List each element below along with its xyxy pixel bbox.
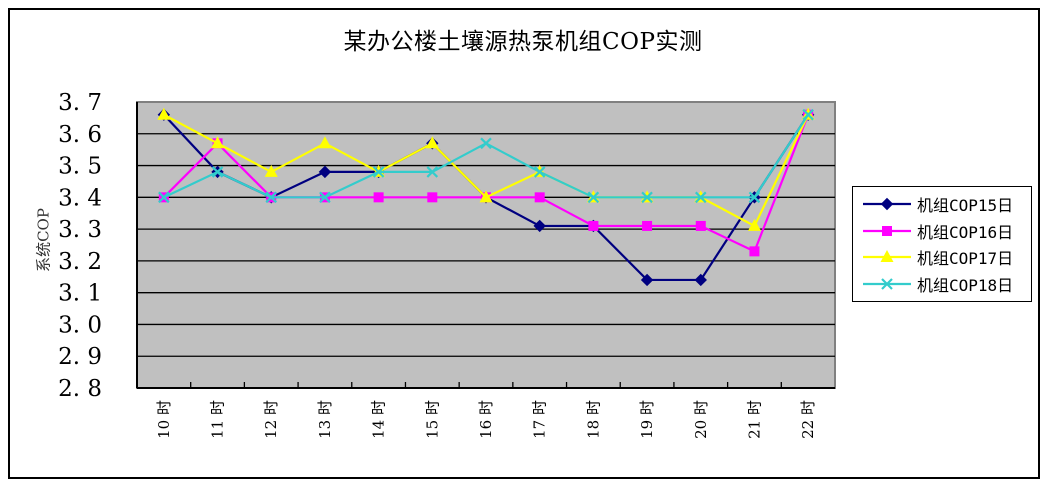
x-marker <box>587 191 600 204</box>
y-tick-label: 3. 1 <box>58 281 102 307</box>
x-marker <box>480 137 492 150</box>
triangle-marker <box>211 136 225 149</box>
series-机组COP18日 <box>158 108 814 204</box>
square-marker <box>695 220 706 231</box>
x-tick-label: 11 时 <box>209 400 227 439</box>
x-tick-label: 17 时 <box>531 400 549 439</box>
diamond-marker <box>533 219 546 233</box>
legend-item-cop18: 机组COP18日 <box>861 271 1031 298</box>
triangle-marker <box>264 164 278 177</box>
legend-label: 机组COP16日 <box>917 222 1014 242</box>
x-marker <box>748 191 761 204</box>
y-tick-label: 3. 4 <box>58 185 102 211</box>
x-axis-tick-labels: 10 时 11 时 12 时 13 时 14 时 15 时 16 时 17 时 18 时 19 时… <box>155 400 817 439</box>
x-marker <box>158 191 170 204</box>
legend-triangle-marker-icon <box>863 250 911 263</box>
x-marker <box>372 166 385 178</box>
y-tick-label: 2. 9 <box>58 344 102 370</box>
x-tick-label: 10 时 <box>155 400 173 439</box>
legend-x-marker-icon <box>863 277 911 290</box>
x-marker <box>641 191 653 204</box>
square-marker <box>427 192 438 203</box>
chart-title: 某办公楼土壤源热泵机组COP实测 <box>343 29 703 55</box>
square-marker <box>373 192 384 203</box>
square-marker <box>882 225 892 236</box>
x-marker <box>426 166 439 178</box>
y-tick-label: 3. 5 <box>58 154 102 180</box>
legend-diamond-marker-icon <box>863 198 911 211</box>
y-tick-label: 3. 7 <box>58 90 102 116</box>
x-tick-label: 15 时 <box>423 400 441 439</box>
y-tick-label: 3. 0 <box>58 312 102 338</box>
x-tick-label: 22 时 <box>799 400 817 439</box>
legend-item-cop15: 机组COP15日 <box>861 191 1031 218</box>
triangle-marker <box>479 190 493 203</box>
series-lines <box>157 107 815 287</box>
diamond-marker <box>640 273 654 287</box>
x-marker <box>533 166 546 178</box>
x-marker <box>265 191 278 204</box>
legend-item-cop16: 机组COP16日 <box>861 218 1031 245</box>
legend-item-cop17: 机组COP17日 <box>861 244 1031 271</box>
x-marker <box>881 277 893 290</box>
x-marker <box>211 166 224 178</box>
square-marker <box>749 246 760 257</box>
triangle-marker <box>880 250 894 263</box>
y-tick-label: 3. 2 <box>58 249 102 275</box>
legend-label: 机组COP15日 <box>917 196 1014 216</box>
diamond-marker <box>694 273 707 287</box>
y-tick-label: 3. 6 <box>58 122 102 148</box>
x-tick-label: 14 时 <box>370 400 388 439</box>
x-marker <box>802 108 814 121</box>
x-tick-label: 21 时 <box>745 400 763 439</box>
x-tick-label: 20 时 <box>692 400 710 439</box>
x-tick-label: 16 时 <box>477 400 495 439</box>
legend-label: 机组COP18日 <box>917 275 1014 295</box>
square-marker <box>588 220 599 231</box>
triangle-marker <box>318 136 332 149</box>
diamond-marker <box>318 165 332 179</box>
x-tick-label: 12 时 <box>262 400 280 439</box>
plot-rect <box>136 101 836 389</box>
square-marker <box>534 192 545 203</box>
y-axis-tick-labels: 3. 7 3. 6 3. 5 3. 4 3. 3 3. 2 3. 1 3. 0 2. 9 2. 8 <box>58 90 102 402</box>
x-tick-label: 19 时 <box>638 400 656 439</box>
y-tick-label: 2. 8 <box>58 376 102 402</box>
legend-square-marker-icon <box>863 225 911 236</box>
diamond-marker <box>880 198 894 211</box>
chart-frame <box>8 8 1040 479</box>
legend: 机组COP15日 机组COP16日 机组COP17日 机组COP18日 <box>852 186 1032 302</box>
triangle-marker <box>157 107 171 120</box>
square-marker <box>642 220 653 231</box>
plot-background <box>136 101 836 389</box>
y-tick-label: 3. 3 <box>58 217 102 243</box>
x-marker <box>694 191 707 204</box>
x-marker <box>319 191 331 204</box>
triangle-marker <box>425 136 439 149</box>
x-tick-label: 13 时 <box>316 400 334 439</box>
triangle-marker <box>747 218 761 231</box>
x-tick-label: 18 时 <box>584 400 602 439</box>
legend-label: 机组COP17日 <box>917 249 1014 269</box>
